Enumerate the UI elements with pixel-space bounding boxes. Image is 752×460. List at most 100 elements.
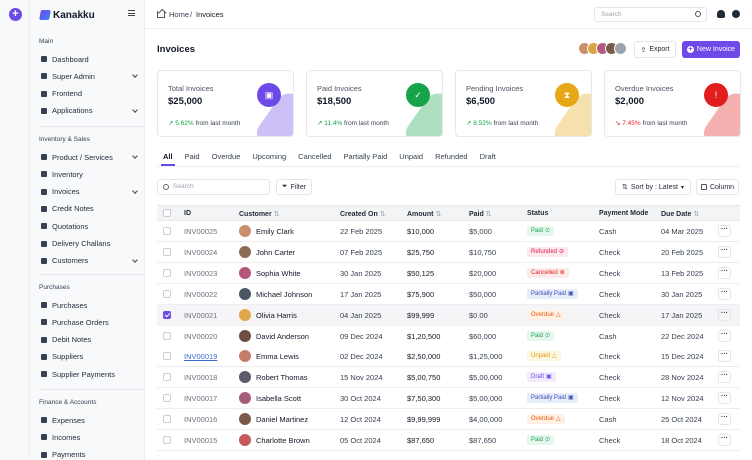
more-actions-button[interactable]: ··· (718, 308, 731, 321)
sidebar-item-dashboard[interactable]: Dashboard (41, 52, 137, 66)
invoice-id[interactable]: INV00015 (184, 436, 218, 445)
invoice-id[interactable]: INV00020 (184, 331, 218, 341)
sort-icon[interactable]: ⇅ (693, 211, 700, 218)
tab-draft[interactable]: Draft (479, 152, 496, 161)
sidebar-item-purchase-orders[interactable]: Purchase Orders (41, 315, 137, 329)
invoice-id[interactable]: INV00019 (184, 352, 218, 362)
home-icon[interactable] (157, 11, 165, 18)
table-row[interactable]: INV00018 Robert Thomas 15 Nov 2024 $5,00,75… (157, 367, 740, 389)
sidebar-item-supplier-payments[interactable]: Supplier Payments (41, 367, 137, 381)
more-actions-button[interactable]: ··· (718, 434, 731, 446)
invoice-id[interactable]: INV00016 (184, 415, 218, 425)
filter-button[interactable]: ⏷ Filter (276, 179, 312, 195)
column-header-amount[interactable]: Amount ⇅ (407, 210, 441, 218)
row-checkbox[interactable] (163, 373, 171, 382)
table-row[interactable]: INV00017 Isabella Scott 30 Oct 2024 $7,50,3… (157, 388, 740, 410)
sort-icon[interactable]: ⇅ (379, 211, 386, 218)
more-actions-button[interactable]: ··· (718, 225, 731, 237)
row-checkbox[interactable] (163, 247, 171, 256)
invoice-id[interactable]: INV00025 (184, 227, 218, 236)
avatar[interactable] (614, 42, 627, 55)
column-header-status[interactable]: Status (527, 210, 548, 217)
table-row[interactable]: INV00020 David Anderson 09 Dec 2024 $1,20,5… (157, 325, 740, 347)
sidebar-item-product-services[interactable]: Product / Services (41, 150, 138, 164)
tab-partially-paid[interactable]: Partially Paid (343, 152, 388, 161)
export-button[interactable]: ⇪ Export (634, 41, 676, 58)
table-row[interactable]: INV00019 Emma Lewis 02 Dec 2024 $2,50,000 $1… (157, 346, 740, 368)
invoice-id[interactable]: INV00024 (184, 247, 218, 257)
column-button[interactable]: Column (696, 179, 739, 195)
row-checkbox[interactable] (163, 227, 171, 235)
sidebar-item-quotations[interactable]: Quotations (41, 219, 137, 233)
column-header-paid[interactable]: Paid ⇅ (469, 210, 492, 218)
sort-dropdown[interactable]: ⇅ Sort by : Latest ▾ (615, 179, 691, 195)
sidebar-item-payments[interactable]: Payments (41, 448, 137, 460)
row-checkbox[interactable] (163, 289, 171, 298)
brand[interactable]: Kanakku (39, 9, 95, 21)
tab-upcoming[interactable]: Upcoming (252, 152, 287, 161)
invoice-id[interactable]: INV00017 (184, 394, 218, 404)
column-header-due-date[interactable]: Due Date ⇅ (661, 210, 699, 218)
sidebar-item-debit-notes[interactable]: Debit Notes (41, 333, 137, 347)
row-checkbox[interactable] (163, 268, 171, 277)
menu-collapse-icon[interactable] (128, 10, 135, 16)
global-search-input[interactable]: Search (594, 7, 707, 22)
breadcrumb-home[interactable]: Home (169, 10, 190, 19)
table-row[interactable]: INV00015 Charlotte Brown 05 Oct 2024 $87,65… (157, 430, 740, 451)
table-row[interactable]: INV00025 Emily Clark 22 Feb 2025 $10,000 $5,… (157, 221, 740, 242)
more-actions-button[interactable]: ··· (718, 350, 731, 363)
row-checkbox[interactable] (163, 331, 171, 340)
column-header-id[interactable]: ID (184, 210, 191, 217)
notification-bell-icon[interactable] (717, 10, 725, 18)
table-row[interactable]: INV00023 Sophia White 30 Jan 2025 $50,125 $2… (157, 262, 740, 284)
sort-icon[interactable]: ⇅ (435, 211, 442, 218)
sidebar-item-invoices[interactable]: Invoices (41, 185, 138, 199)
customer-name[interactable]: Olivia Harris (256, 310, 297, 320)
settings-gear-icon[interactable] (732, 10, 740, 18)
tab-all[interactable]: All (157, 152, 179, 166)
table-search-input[interactable]: Search (157, 179, 270, 195)
table-row[interactable]: INV00024 John Carter 07 Feb 2025 $25,750 $10… (157, 241, 740, 263)
sidebar-item-incomes[interactable]: Incomes (41, 430, 137, 444)
more-actions-button[interactable]: ··· (718, 287, 731, 300)
new-invoice-button[interactable]: + New Invoice (682, 41, 740, 58)
tab-overdue[interactable]: Overdue (211, 152, 241, 161)
sidebar-item-purchases[interactable]: Purchases (41, 298, 137, 312)
tab-unpaid[interactable]: Unpaid (399, 152, 424, 161)
invoice-id[interactable]: INV00021 (184, 310, 218, 320)
row-checkbox[interactable] (163, 394, 171, 403)
more-actions-button[interactable]: ··· (718, 245, 731, 258)
more-actions-button[interactable]: ··· (718, 329, 731, 342)
sidebar-item-customers[interactable]: Customers (41, 254, 138, 268)
tab-paid[interactable]: Paid (184, 152, 200, 161)
sidebar-item-credit-notes[interactable]: Credit Notes (41, 202, 137, 216)
table-row[interactable]: INV00016 Daniel Martinez 12 Oct 2024 $9,99,… (157, 409, 740, 431)
column-header-customer[interactable]: Customer ⇅ (239, 210, 280, 218)
customer-name[interactable]: Isabella Scott (256, 394, 302, 404)
sidebar-item-expenses[interactable]: Expenses (41, 413, 137, 427)
select-all-checkbox[interactable] (163, 209, 171, 217)
more-actions-button[interactable]: ··· (718, 392, 731, 405)
sidebar-item-frontend[interactable]: Frontend (41, 87, 137, 101)
more-actions-button[interactable]: ··· (718, 266, 731, 279)
column-header-payment-mode[interactable]: Payment Mode (599, 210, 648, 217)
customer-name[interactable]: Emma Lewis (256, 352, 299, 362)
sidebar-item-applications[interactable]: Applications (41, 104, 138, 118)
sort-icon[interactable]: ⇅ (485, 211, 492, 218)
sidebar-item-inventory[interactable]: Inventory (41, 167, 137, 181)
sort-icon[interactable]: ⇅ (273, 211, 280, 218)
sidebar-item-suppliers[interactable]: Suppliers (41, 350, 137, 364)
customer-name[interactable]: John Carter (256, 247, 296, 257)
more-actions-button[interactable]: ··· (718, 413, 731, 426)
table-row[interactable]: INV00022 Michael Johnson 17 Jan 2025 $75,90… (157, 283, 740, 305)
customer-name[interactable]: Emily Clark (256, 227, 294, 236)
customer-name[interactable]: Sophia White (256, 268, 301, 278)
row-checkbox[interactable] (163, 310, 171, 319)
table-row[interactable]: INV00021 Olivia Harris 04 Jan 2025 $99,999 $… (157, 304, 740, 326)
more-actions-button[interactable]: ··· (718, 371, 731, 384)
customer-name[interactable]: Robert Thomas (256, 373, 308, 383)
customer-name[interactable]: Charlotte Brown (256, 436, 310, 445)
invoice-id[interactable]: INV00022 (184, 289, 218, 299)
sidebar-item-delivery-challans[interactable]: Delivery Challans (41, 237, 137, 251)
column-header-created-on[interactable]: Created On ⇅ (340, 210, 386, 218)
